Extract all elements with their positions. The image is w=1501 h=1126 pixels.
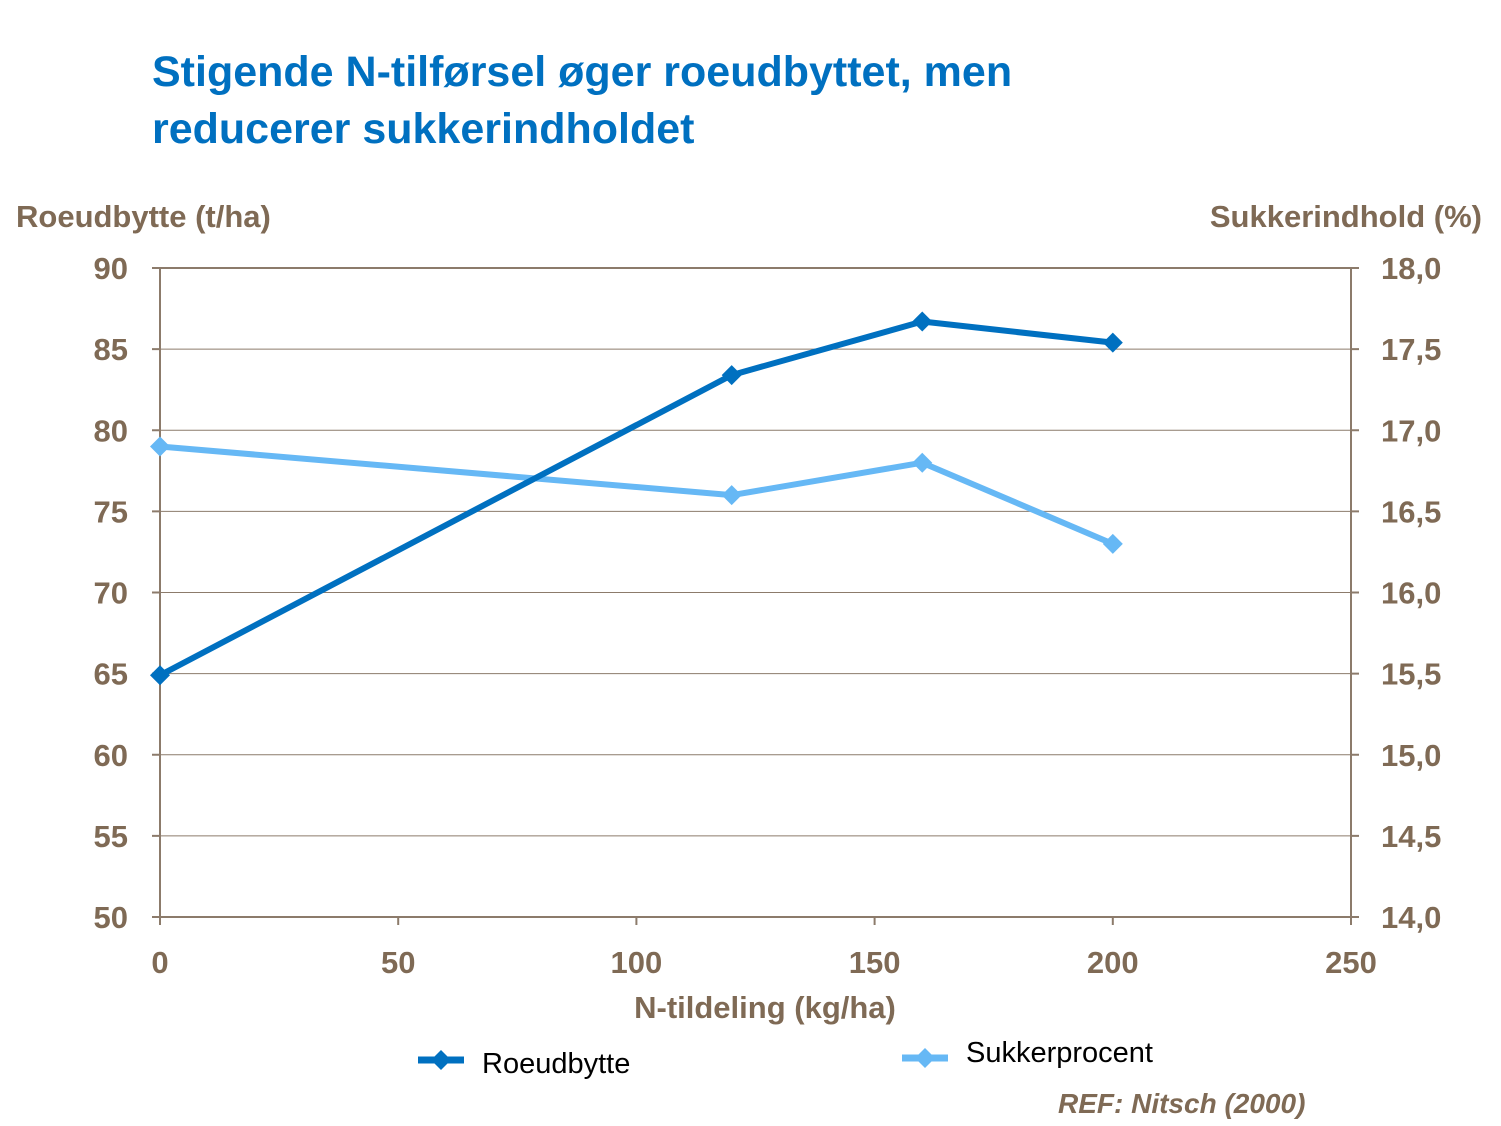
y-right-tick-label: 17,5 <box>1381 332 1441 367</box>
series-line-roeudbytte <box>157 318 1116 679</box>
x-tick-label: 200 <box>1087 945 1139 980</box>
chart-title: Stigende N-tilførsel øger roeudbyttet, m… <box>152 44 1352 158</box>
y-left-tick-label: 80 <box>94 413 128 448</box>
y-right-tick-label: 17,0 <box>1381 413 1441 448</box>
data-point-roeudbytte <box>912 311 933 332</box>
data-point-sukkerprocent <box>721 485 742 506</box>
y-left-tick-label: 90 <box>94 251 128 286</box>
y-left-tick-label: 50 <box>94 900 128 935</box>
y-left-tick-label: 75 <box>94 494 128 529</box>
y-right-axis-title: Sukkerindhold (%) <box>1210 199 1482 234</box>
x-tick-label: 100 <box>611 945 663 980</box>
reference-citation: REF: Nitsch (2000) <box>1058 1088 1306 1119</box>
legend-label-roeudbytte: Roeudbytte <box>482 1048 630 1080</box>
y-left-tick-label: 55 <box>94 819 128 854</box>
series-line-sukkerprocent <box>157 443 1116 547</box>
data-point-sukkerprocent <box>150 436 170 457</box>
chart-title-line-2: reducerer sukkerindholdet <box>152 105 695 153</box>
data-point-roeudbytte <box>721 365 742 386</box>
y-right-tick-label: 18,0 <box>1381 251 1441 286</box>
chart-title-line-1: Stigende N-tilførsel øger roeudbyttet, m… <box>152 48 1013 96</box>
legend-label-sukkerprocent: Sukkerprocent <box>966 1037 1153 1069</box>
data-point-roeudbytte <box>1102 332 1123 353</box>
legend-swatch-marker <box>431 1050 451 1070</box>
x-tick-label: 150 <box>849 945 901 980</box>
y-right-tick-label: 16,5 <box>1381 494 1441 529</box>
x-tick-label: 50 <box>381 945 415 980</box>
x-tick-label: 0 <box>151 945 168 980</box>
data-point-sukkerprocent <box>1102 533 1123 554</box>
y-right-tick-label: 15,0 <box>1381 738 1441 773</box>
legend-swatch-marker <box>915 1048 935 1068</box>
data-point-roeudbytte <box>150 665 170 686</box>
y-left-tick-label: 70 <box>94 576 128 611</box>
x-tick-label: 250 <box>1325 945 1377 980</box>
y-right-tick-label: 15,5 <box>1381 657 1441 692</box>
y-right-tick-label: 16,0 <box>1381 576 1441 611</box>
y-right-tick-label: 14,0 <box>1381 900 1441 935</box>
y-left-tick-label: 60 <box>94 738 128 773</box>
y-left-axis-title: Roeudbytte (t/ha) <box>16 199 271 234</box>
y-left-tick-label: 65 <box>94 657 128 692</box>
data-point-sukkerprocent <box>912 452 933 473</box>
y-right-tick-label: 14,5 <box>1381 819 1441 854</box>
x-axis-title: N-tildeling (kg/ha) <box>634 990 896 1025</box>
y-left-tick-label: 85 <box>94 332 128 367</box>
